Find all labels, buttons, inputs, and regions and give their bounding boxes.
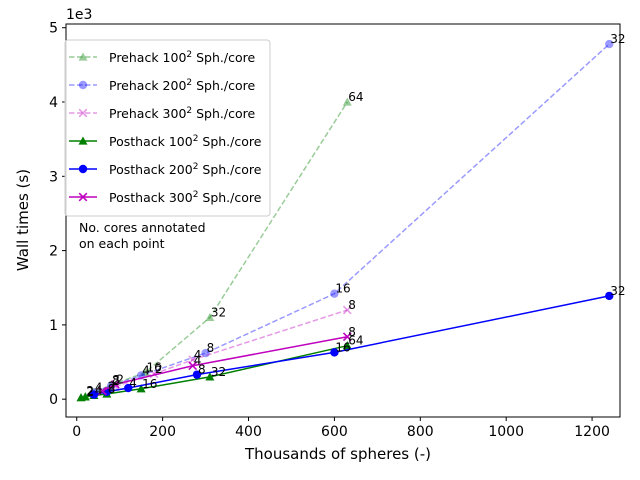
y-tick-label: 4 [49,95,58,111]
point-label: 2 [86,384,94,398]
legend: Prehack 1002 Sph./core Prehack 2002 Sph./… [64,39,271,217]
legend-marker [78,108,88,118]
data-point [605,39,614,49]
annotation-note: No. cores annotated on each point [79,220,206,251]
y-offset-label: 1e3 [66,7,92,23]
point-label: 32 [211,365,226,379]
point-label: 4 [95,380,103,394]
data-point [124,383,133,393]
point-label: 4 [194,348,202,362]
point-label: 2 [116,372,124,386]
x-tick-label: 0 [72,424,81,440]
point-label: 8 [348,298,356,312]
y-axis-title: Wall times (s) [14,169,32,271]
point-label: 32 [610,32,625,46]
data-point [342,305,352,315]
point-label: 64 [348,334,363,348]
point-label: 16 [335,340,350,354]
point-label: 2 [86,385,94,399]
x-tick-label: 600 [321,424,348,440]
data-point [140,367,150,377]
data-point [98,386,107,396]
plot-frame [65,23,621,418]
data-point [188,361,198,371]
series-line [93,43,610,394]
y-tick-label: 1 [49,318,58,334]
point-label: 8 [108,382,116,396]
x-tick-label: 1000 [488,424,524,440]
point-label: 4 [129,376,137,390]
point-label: 4 [194,354,202,368]
legend-label: Posthack 2002 Sph./core [109,162,262,177]
legend-box [64,39,271,217]
legend-entry: Posthack 2002 Sph./core [69,162,262,177]
legend-marker [78,80,88,90]
data-point [342,341,352,350]
series-6 [98,332,352,396]
y-tick-label: 3 [49,169,58,185]
y-tick-label: 2 [49,244,58,260]
legend-label: Posthack 3002 Sph./core [109,190,262,205]
legend-marker [78,164,88,174]
data-point [205,372,215,381]
data-point [136,384,146,393]
data-point [205,312,215,322]
series-layer [76,39,614,402]
data-point [111,379,120,389]
legend-entry: Prehack 3002 Sph./core [69,106,255,121]
legend-entry: Posthack 1002 Sph./core [69,134,262,149]
y-tick-label: 0 [49,392,58,408]
data-point [89,390,99,399]
point-label: 16 [142,377,157,391]
y-axis: 0 1 2 3 4 5 [49,21,66,408]
note-line-1: No. cores annotated [79,220,206,235]
point-label: 16 [335,282,350,296]
point-label: 64 [348,90,363,104]
legend-marker [78,52,88,61]
data-point [330,348,339,357]
point-label: 16 [146,360,161,374]
point-label: 32 [610,284,625,298]
data-point [201,348,210,358]
data-point [192,370,202,379]
data-point [149,369,159,379]
legend-label: Prehack 1002 Sph./core [109,50,255,65]
legend-label: Posthack 1002 Sph./core [109,134,262,149]
legend-label: Prehack 3002 Sph./core [109,106,255,121]
point-label: 8 [198,363,206,377]
point-label: 8 [207,341,215,355]
x-tick-label: 200 [149,424,176,440]
legend-entry: Prehack 1002 Sph./core [69,50,255,65]
point-label: 8 [348,325,356,339]
point-label: 8 [112,373,120,387]
legend-label: Prehack 2002 Sph./core [109,78,255,93]
point-label: 4 [142,363,150,377]
legend-marker [78,136,88,145]
data-point [605,291,614,301]
series-line [102,336,348,392]
x-axis-title: Thousands of spheres (-) [244,445,431,463]
data-point [342,332,352,342]
y-tick-label: 5 [49,21,58,37]
x-tick-label: 800 [407,424,434,440]
point-label: 4 [95,383,103,397]
point-label: 32 [211,305,226,319]
x-tick-label: 1200 [574,424,610,440]
data-point [342,97,352,106]
legend-entry: Posthack 3002 Sph./core [69,190,262,205]
point-label: 2 [112,374,120,388]
note-line-2: on each point [79,236,165,251]
x-axis: 0 200 400 600 800 1000 1200 [72,417,610,440]
legend-entry: Prehack 2002 Sph./core [69,78,255,93]
point-label: 2 [108,380,116,394]
data-point [330,289,339,298]
legend-marker [78,192,88,202]
point-label: 2 [155,362,163,376]
data-point [80,392,90,401]
x-tick-label: 400 [235,424,262,440]
